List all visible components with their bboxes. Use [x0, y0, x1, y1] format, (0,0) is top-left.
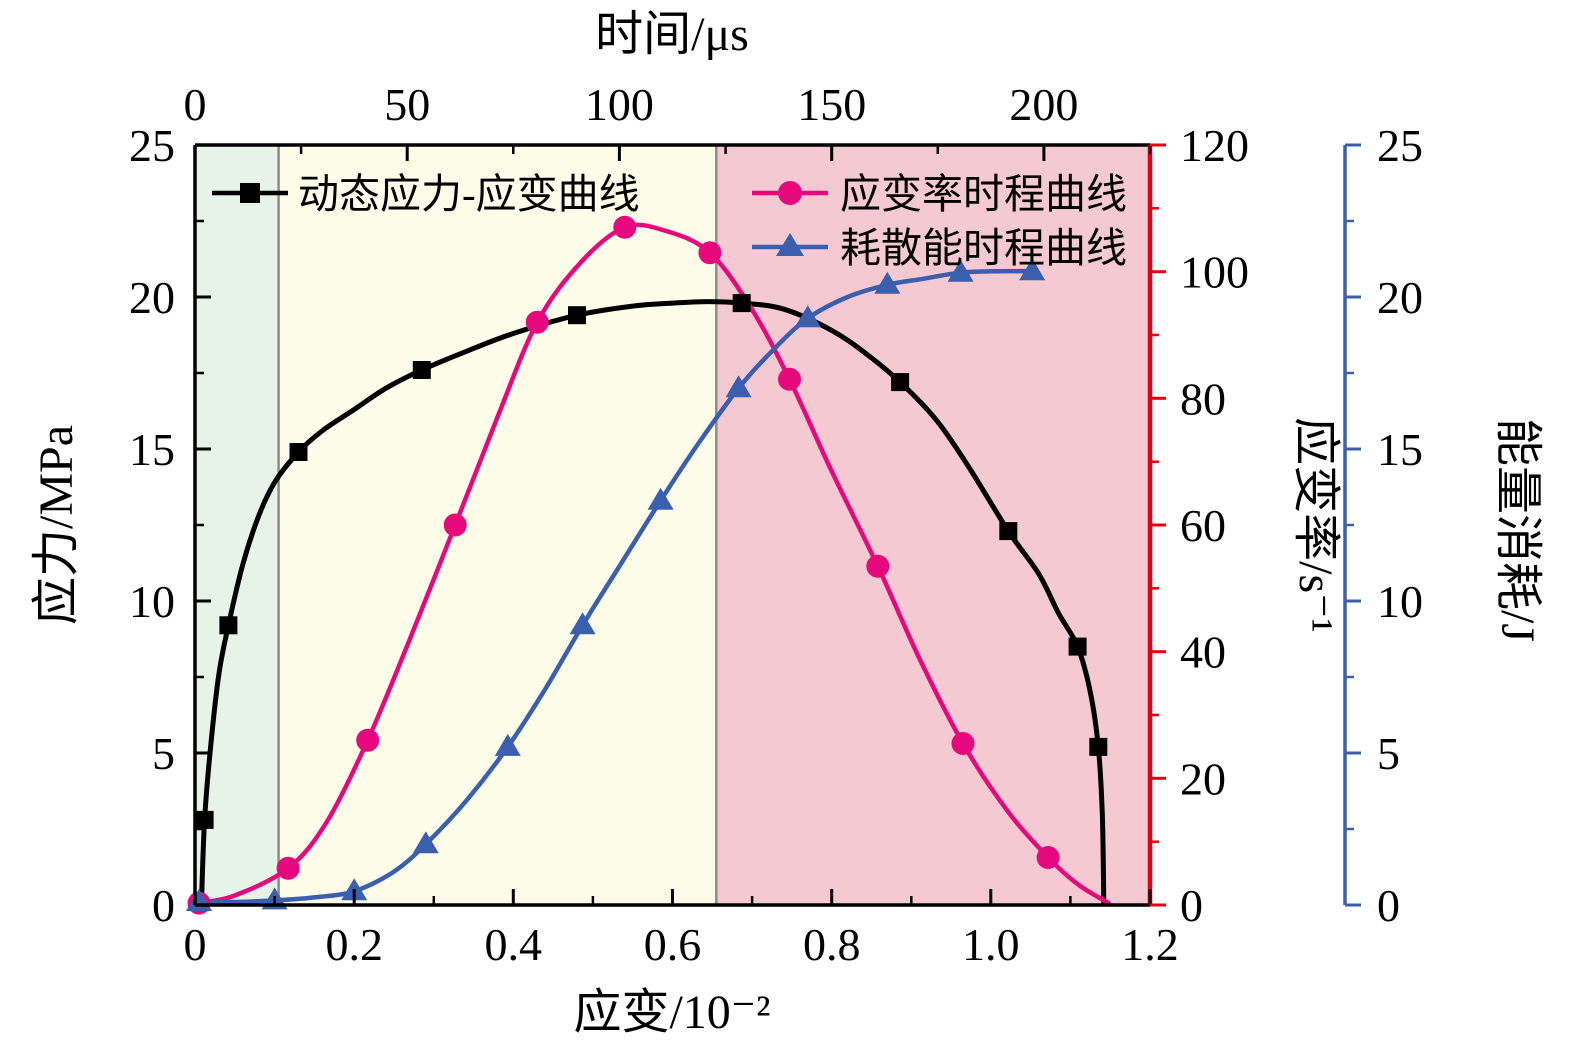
legend-label-stress: 动态应力-应变曲线	[298, 171, 640, 217]
top-tick-label: 100	[585, 79, 654, 130]
legend-square-marker	[240, 183, 260, 203]
marker-circle	[356, 728, 380, 752]
y-rate-tick-label: 80	[1180, 373, 1226, 424]
legend-item-rate: 应变率时程曲线	[752, 171, 1127, 217]
marker-circle	[613, 215, 637, 239]
y-left-tick-label: 10	[129, 576, 175, 627]
x-tick-label: 0.8	[803, 919, 861, 970]
marker-triangle	[725, 375, 752, 398]
x-tick-label: 0.2	[325, 919, 383, 970]
marker-circle	[525, 310, 549, 334]
top-axis-title: 时间/μs	[595, 8, 749, 61]
marker-circle	[1036, 846, 1060, 869]
right-rate-axis-title: 应变率/s⁻¹	[1289, 417, 1342, 633]
top-tick-label: 200	[1009, 79, 1078, 130]
marker-square	[1089, 737, 1108, 756]
marker-square	[1068, 637, 1087, 656]
legend: 动态应力-应变曲线 应变率时程曲线 耗散能时程曲线	[212, 171, 1127, 271]
y-left-tick-label: 0	[152, 880, 175, 931]
legend-item-stress: 动态应力-应变曲线	[212, 171, 640, 217]
y-energy-tick-label: 5	[1377, 728, 1400, 779]
y-rate-tick-label: 100	[1180, 247, 1249, 298]
y-energy-tick-label: 0	[1377, 880, 1400, 931]
marker-triangle	[874, 271, 901, 294]
marker-triangle	[494, 733, 521, 756]
y-rate-tick-label: 40	[1180, 627, 1226, 678]
y-rate-tick-label: 120	[1180, 120, 1249, 171]
left-axis-title: 应力/MPa	[30, 425, 83, 625]
y-left-tick-label: 25	[129, 120, 175, 171]
legend-label-rate: 应变率时程曲线	[840, 171, 1127, 217]
right-rate-axis-ticks: 0 20 40 60 80 100 120	[1150, 120, 1249, 931]
y-energy-tick-label: 15	[1377, 424, 1423, 475]
y-energy-tick-label: 10	[1377, 576, 1423, 627]
x-tick-label: 0.4	[485, 919, 543, 970]
marker-square	[412, 361, 431, 379]
marker-circle	[443, 513, 467, 537]
legend-circle-marker	[778, 181, 802, 205]
series-line-0	[198, 299, 1107, 905]
bottom-axis-ticks: 0 0.2 0.4 0.6 0.8 1.0 1.2	[184, 889, 1179, 970]
marker-square	[999, 522, 1018, 541]
x-tick-label: 1.2	[1121, 919, 1179, 970]
marker-triangle	[412, 831, 439, 854]
right-energy-axis-title: 能量消耗/J	[1491, 418, 1544, 642]
y-energy-tick-label: 25	[1377, 120, 1423, 171]
marker-triangle	[794, 305, 821, 328]
right-energy-axis-ticks: 0 5 10 15 20 25	[1345, 120, 1423, 931]
marker-square	[195, 810, 214, 829]
x-tick-label: 0.6	[644, 919, 702, 970]
legend-label-energy: 耗散能时程曲线	[840, 225, 1127, 271]
y-rate-tick-label: 60	[1180, 500, 1226, 551]
legend-item-energy: 耗散能时程曲线	[752, 225, 1127, 271]
marker-triangle	[947, 259, 974, 282]
x-tick-label: 1.0	[962, 919, 1020, 970]
y-rate-tick-label: 20	[1180, 753, 1226, 804]
marker-square	[568, 306, 586, 325]
y-rate-tick-label: 0	[1180, 880, 1203, 931]
region-2	[716, 145, 1150, 905]
y-left-tick-label: 5	[152, 728, 175, 779]
marker-circle	[951, 732, 975, 755]
bottom-axis-title: 应变/10⁻²	[573, 986, 770, 1039]
marker-triangle	[1019, 258, 1046, 281]
legend-triangle-marker	[776, 233, 804, 256]
top-axis-ticks: 0 50 100 150 200	[184, 79, 1152, 161]
y-energy-tick-label: 20	[1377, 272, 1423, 323]
marker-square	[891, 373, 910, 392]
marker-square	[219, 616, 238, 635]
y-left-tick-label: 15	[129, 424, 175, 475]
y-left-tick-label: 20	[129, 272, 175, 323]
marker-square	[732, 294, 751, 313]
top-tick-label: 50	[384, 79, 430, 130]
top-tick-label: 0	[184, 79, 207, 130]
chart-dynamic-layer: 0 0.2 0.4 0.6 0.8 1.0 1.20 50 100 150 200051015202…	[129, 79, 1423, 970]
x-tick-label: 0	[184, 919, 207, 970]
marker-triangle	[647, 487, 674, 510]
marker-circle	[778, 367, 801, 391]
marker-circle	[276, 856, 300, 880]
marker-circle	[698, 241, 722, 265]
marker-triangle	[569, 612, 596, 635]
top-tick-label: 150	[797, 79, 866, 130]
marker-square	[289, 443, 308, 461]
left-axis-ticks: 0 5 10 15 20 25	[129, 120, 211, 931]
marker-circle	[866, 554, 890, 578]
